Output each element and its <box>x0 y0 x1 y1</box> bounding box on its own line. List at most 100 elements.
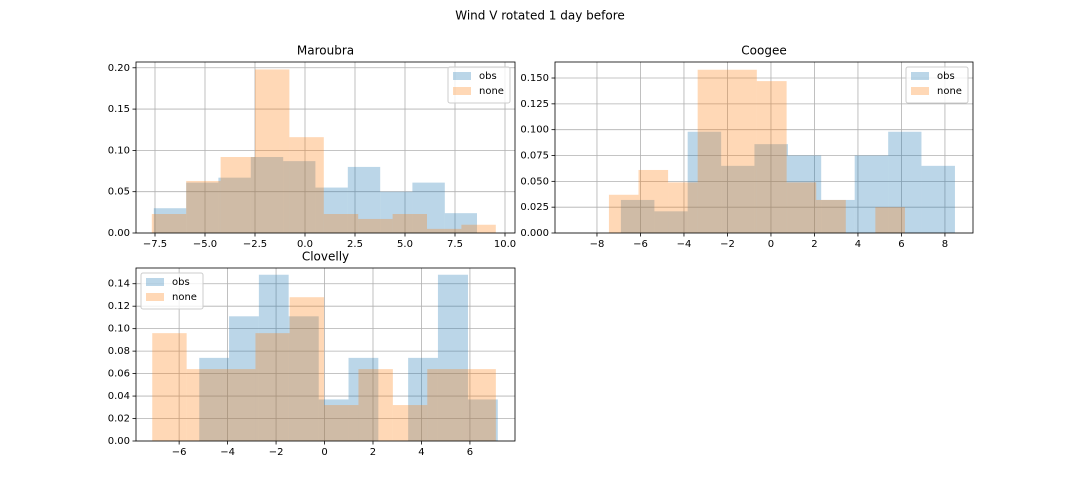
x-tick-label: 4 <box>418 447 424 458</box>
y-tick-label: 0.20 <box>108 63 130 74</box>
legend-swatch <box>911 87 929 95</box>
x-tick-label: 7.5 <box>447 239 463 250</box>
histogram-bar <box>186 182 219 233</box>
legend-box <box>140 272 204 310</box>
histogram-bar <box>347 166 381 233</box>
histogram-bar <box>816 199 846 233</box>
histogram-bar <box>921 165 955 233</box>
legend-box <box>905 66 969 104</box>
x-tick-label: −4 <box>677 239 692 250</box>
y-tick-label: 0.08 <box>108 346 130 357</box>
histogram-bar <box>186 180 221 233</box>
legend-label: none <box>172 292 197 303</box>
histogram-bar <box>875 207 905 233</box>
y-tick-label: 0.150 <box>520 73 549 84</box>
plot-frame <box>135 267 516 442</box>
y-tick-label: 0.14 <box>108 279 130 290</box>
histogram-bar <box>289 137 324 233</box>
histogram-bar <box>358 218 393 233</box>
histogram-bar <box>697 69 728 234</box>
histogram-bar <box>786 182 817 233</box>
x-tick-label: −2.5 <box>243 239 267 250</box>
x-tick-label: 10.0 <box>494 239 516 250</box>
subplot-title: Maroubra <box>297 44 354 58</box>
legend-swatch <box>146 278 164 286</box>
histogram-bar <box>754 144 788 233</box>
histogram-bar <box>380 191 413 233</box>
histogram-bar <box>186 369 222 441</box>
x-tick-label: 0 <box>768 239 774 250</box>
histogram-bar <box>358 369 393 441</box>
subplot: Maroubra −7.5 −5.0 −2.5 0.0 2.5 5.0 7.5 10.0 0.00… <box>108 44 516 251</box>
y-tick-label: 0.125 <box>520 99 549 110</box>
histogram-bar <box>461 224 496 233</box>
histogram-bar <box>218 177 251 233</box>
x-tick-label: −6 <box>172 447 187 458</box>
y-tick-label: 0.050 <box>520 176 549 187</box>
histogram-bar <box>152 333 187 441</box>
histogram-bar <box>721 165 755 233</box>
histogram-bar <box>348 357 379 441</box>
figure-title: Wind V rotated 1 day before <box>455 9 625 23</box>
legend-swatch <box>911 72 929 80</box>
x-tick-label: −7.5 <box>143 239 167 250</box>
x-tick-label: 2 <box>370 447 376 458</box>
legend-label: none <box>937 86 962 97</box>
histogram-bar <box>461 369 496 441</box>
histogram-bar <box>888 131 922 233</box>
x-tick-label: 8 <box>942 239 948 250</box>
legend-swatch <box>453 72 471 80</box>
histogram-bar <box>412 182 445 233</box>
histogram-bar <box>250 157 284 233</box>
histogram-bar <box>289 297 325 441</box>
y-tick-label: 0.05 <box>108 187 130 198</box>
y-tick-label: 0.10 <box>108 145 130 156</box>
histogram-bar <box>392 405 428 441</box>
histogram-bar <box>444 213 477 233</box>
plot-frame <box>554 61 974 234</box>
histogram-bar <box>427 228 462 233</box>
x-tick-label: −2 <box>269 447 284 458</box>
legend-label: none <box>479 86 504 97</box>
x-tick-label: 5.0 <box>397 239 413 250</box>
histogram-bar <box>756 81 787 233</box>
y-tick-label: 0.15 <box>108 104 130 115</box>
histogram-bar <box>220 157 255 233</box>
histogram-bar <box>854 155 889 233</box>
y-tick-label: 0.02 <box>108 414 130 425</box>
histogram-bar <box>787 155 822 233</box>
histogram-bar <box>408 357 438 441</box>
legend-label: obs <box>479 71 497 82</box>
histogram-bar <box>283 161 316 233</box>
y-tick-label: 0.04 <box>108 391 130 402</box>
y-tick-label: 0.100 <box>520 125 549 136</box>
subplot: Coogee −8 −6 −4 −2 0 2 4 6 8 0.000 0.025 0.050 0.075 0… <box>520 44 974 250</box>
histogram-bar <box>255 69 290 233</box>
subplot-title: Coogee <box>741 44 786 58</box>
histogram-bar <box>654 211 688 233</box>
x-tick-label: 6 <box>898 239 904 250</box>
histogram-bar <box>668 182 698 233</box>
x-tick-label: 6 <box>467 447 473 458</box>
y-tick-label: 0.12 <box>108 301 130 312</box>
x-tick-label: −2 <box>720 239 735 250</box>
x-tick-label: 2 <box>811 239 817 250</box>
legend-swatch <box>146 293 164 301</box>
histogram-bar <box>315 187 348 233</box>
legend-label: obs <box>172 277 190 288</box>
histogram-bar <box>324 405 359 441</box>
histogram-bar <box>151 214 187 233</box>
plot-frame <box>135 61 516 234</box>
x-tick-label: 0 <box>321 447 327 458</box>
histogram-bar <box>427 369 462 441</box>
subplot: Clovelly −6 −4 −2 0 2 4 6 0.00 0.02 0.04 0.06 0.08 0.… <box>108 250 516 458</box>
y-tick-label: 0.00 <box>108 436 130 447</box>
x-tick-label: −5.0 <box>193 239 217 250</box>
y-tick-label: 0.06 <box>108 369 130 380</box>
histogram-bar <box>437 274 468 441</box>
histogram-bar <box>821 199 855 233</box>
histogram-bar <box>620 199 655 233</box>
x-tick-label: −8 <box>590 239 605 250</box>
